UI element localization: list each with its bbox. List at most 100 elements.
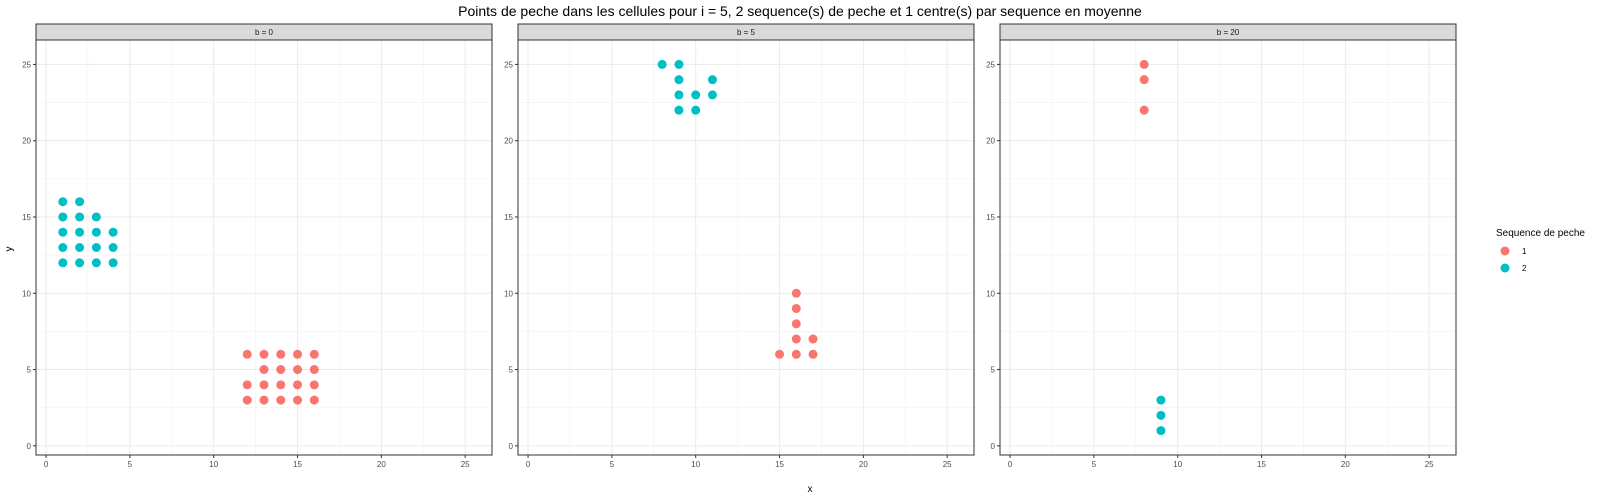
x-tick-label: 25: [1425, 460, 1434, 469]
x-axis-title: x: [808, 484, 813, 495]
x-tick-label: 5: [128, 460, 133, 469]
data-point: [1156, 426, 1166, 436]
x-tick-label: 20: [377, 460, 386, 469]
data-point: [91, 227, 101, 237]
data-point: [674, 75, 684, 85]
y-tick-label: 25: [22, 60, 31, 69]
y-tick-label: 15: [986, 213, 995, 222]
data-point: [108, 243, 118, 252]
y-tick-label: 10: [22, 289, 31, 298]
minor-grid: [1000, 40, 1456, 455]
data-point: [791, 288, 801, 298]
major-grid: [36, 40, 492, 455]
data-point: [91, 212, 101, 222]
data-point: [91, 258, 101, 268]
y-tick-label: 20: [504, 137, 513, 146]
data-point: [808, 334, 818, 344]
facet-strip-label: b = 0: [255, 28, 274, 37]
facet-strip-label: b = 20: [1217, 28, 1240, 37]
data-point: [674, 105, 684, 115]
data-point: [293, 380, 303, 390]
data-point: [791, 319, 801, 329]
data-point: [808, 349, 818, 359]
series-2: [58, 197, 118, 268]
x-tick-label: 20: [859, 460, 868, 469]
data-point: [259, 380, 269, 390]
legend-label-1: 1: [1522, 247, 1527, 256]
series-1: [775, 288, 818, 359]
x-tick-label: 0: [44, 460, 49, 469]
data-point: [75, 243, 85, 252]
x-tick-label: 25: [461, 460, 470, 469]
data-point: [1139, 59, 1149, 69]
legend-label-2: 2: [1522, 264, 1527, 273]
data-point: [707, 90, 717, 100]
data-point: [259, 395, 269, 405]
data-point: [1139, 75, 1149, 85]
facet-panel: b = 5 0 5 10 15 20 25 0 5 10 15 20 25: [504, 23, 975, 469]
series-2: [657, 59, 717, 115]
chart-title: Points de peche dans les cellules pour i…: [458, 3, 1142, 19]
data-point: [276, 380, 286, 390]
data-point: [691, 90, 701, 100]
facet-strip-label: b = 5: [737, 28, 756, 37]
x-tick-label: 0: [526, 460, 531, 469]
y-tick-label: 10: [986, 289, 995, 298]
y-tick-label: 5: [27, 366, 32, 375]
panel-background: [36, 40, 492, 455]
data-point: [259, 365, 269, 375]
data-point: [791, 334, 801, 344]
data-point: [309, 365, 319, 375]
x-tick-label: 15: [775, 460, 784, 469]
y-tick-label: 5: [991, 366, 996, 375]
x-tick-label: 10: [1173, 460, 1182, 469]
x-tick-label: 15: [293, 460, 302, 469]
series-2: [1156, 395, 1166, 436]
panel-border: [517, 39, 975, 456]
data-point: [691, 105, 701, 115]
data-point: [242, 349, 252, 359]
panel-background: [1000, 40, 1456, 455]
data-point: [58, 258, 68, 268]
data-point: [276, 395, 286, 405]
data-point: [108, 258, 118, 268]
x-tick-label: 0: [1008, 460, 1013, 469]
data-point: [309, 380, 319, 390]
x-tick-label: 10: [691, 460, 700, 469]
data-point: [1139, 105, 1149, 115]
x-tick-label: 20: [1341, 460, 1350, 469]
data-point: [309, 349, 319, 359]
x-tick-label: 5: [610, 460, 615, 469]
data-point: [58, 197, 68, 207]
data-point: [293, 395, 303, 405]
data-point: [791, 349, 801, 359]
data-point: [293, 349, 303, 359]
data-point: [75, 258, 85, 268]
facet-panel: b = 20 0 5 10 15 20 25 0 5 10 15 20 25: [986, 23, 1457, 469]
data-point: [242, 380, 252, 390]
data-point: [108, 227, 118, 237]
data-point: [75, 197, 85, 207]
x-tick-label: 10: [209, 460, 218, 469]
major-grid: [518, 40, 974, 455]
data-point: [1156, 410, 1166, 420]
data-point: [75, 227, 85, 237]
data-point: [58, 243, 68, 252]
panel-background: [518, 40, 974, 455]
data-point: [775, 349, 785, 359]
facet-panel: b = 0 0 5 10 15 20 25 0 5 10 15 20 25: [22, 23, 493, 469]
y-tick-label: 25: [504, 60, 513, 69]
legend: Sequence de peche 1 2: [1496, 228, 1585, 273]
y-tick-label: 20: [22, 137, 31, 146]
x-tick-label: 25: [943, 460, 952, 469]
facet-panels: b = 0 0 5 10 15 20 25 0 5 10 15 20 25 b = 5 0 5 10 15 20 25…: [22, 23, 1457, 469]
y-tick-label: 10: [504, 289, 513, 298]
panel-border: [35, 39, 493, 456]
data-point: [91, 243, 101, 252]
data-point: [674, 90, 684, 100]
data-point: [276, 365, 286, 375]
minor-grid: [518, 40, 974, 455]
y-tick-label: 20: [986, 137, 995, 146]
y-tick-label: 15: [504, 213, 513, 222]
